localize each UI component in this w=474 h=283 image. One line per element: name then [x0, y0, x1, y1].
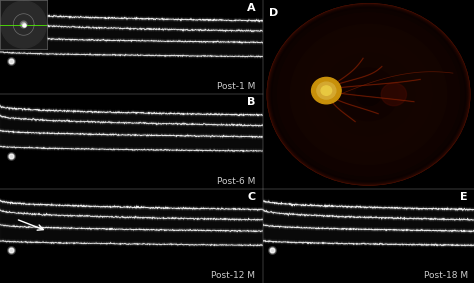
Circle shape — [271, 7, 466, 182]
Point — [7, 153, 14, 158]
Circle shape — [321, 86, 332, 95]
Circle shape — [356, 83, 381, 106]
Text: Post-18 M: Post-18 M — [424, 271, 468, 280]
Text: Post-1 M: Post-1 M — [217, 82, 255, 91]
Text: D: D — [269, 8, 279, 18]
Point — [7, 248, 14, 252]
Circle shape — [267, 4, 470, 185]
Text: A: A — [246, 3, 255, 13]
Point — [268, 248, 275, 252]
Circle shape — [267, 4, 470, 185]
Circle shape — [267, 4, 470, 185]
Text: E: E — [460, 192, 468, 201]
Point — [7, 59, 14, 63]
Circle shape — [381, 83, 407, 106]
Point — [7, 153, 14, 158]
Circle shape — [291, 25, 447, 164]
Circle shape — [268, 5, 469, 184]
Text: Post-12 M: Post-12 M — [211, 271, 255, 280]
Circle shape — [322, 53, 415, 136]
Text: B: B — [247, 97, 255, 107]
Circle shape — [317, 82, 336, 99]
Text: C: C — [247, 192, 255, 201]
Circle shape — [305, 38, 432, 151]
Circle shape — [278, 13, 459, 175]
Circle shape — [269, 6, 468, 183]
Circle shape — [311, 77, 341, 104]
Point — [268, 248, 275, 252]
Point — [7, 248, 14, 252]
Circle shape — [272, 8, 465, 181]
Text: Post-6 M: Post-6 M — [217, 177, 255, 186]
Point — [7, 59, 14, 63]
Circle shape — [339, 68, 398, 121]
